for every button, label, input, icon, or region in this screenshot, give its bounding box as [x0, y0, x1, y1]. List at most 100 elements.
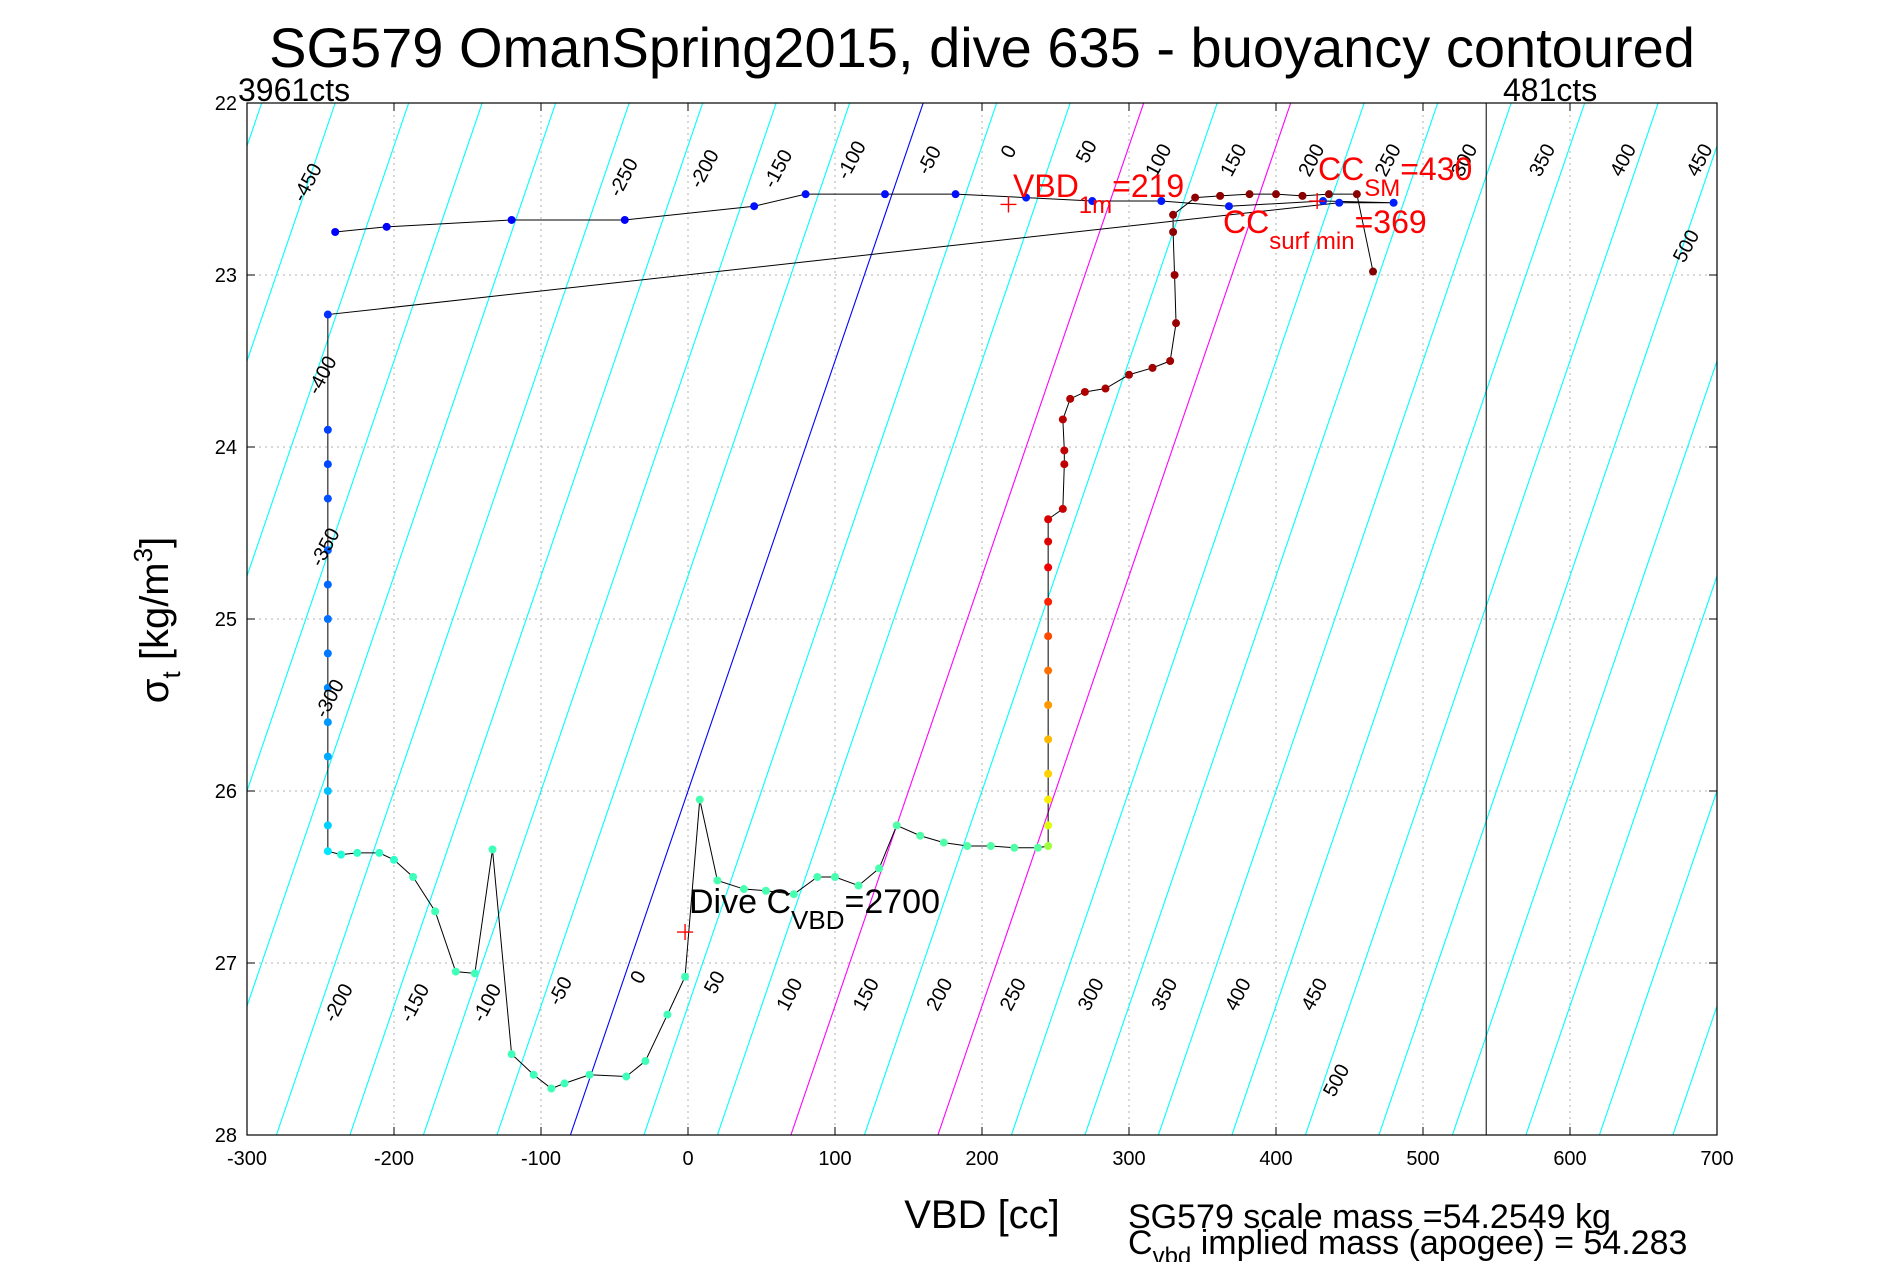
- vbd-1m-label: VBD: [1013, 168, 1079, 204]
- trajectory: [323, 190, 1398, 1093]
- trajectory-point: [1169, 228, 1178, 236]
- contour-line: [1231, 103, 1586, 1135]
- trajectory-point: [323, 649, 332, 658]
- markers: [677, 193, 1326, 941]
- trajectory-point: [323, 683, 332, 692]
- contour-line: [1451, 359, 1717, 1135]
- trajectory-point: [560, 1079, 569, 1088]
- x-tick-label: -100: [521, 1148, 561, 1170]
- trajectory-point: [1324, 190, 1333, 199]
- trajectory-point: [1369, 267, 1378, 276]
- cc-sm-sub: SM: [1364, 175, 1400, 202]
- trajectory-point: [1058, 415, 1067, 424]
- cc-surf-min-annotation: CCsurf min=369: [1223, 204, 1427, 255]
- trajectory-point: [1169, 210, 1178, 219]
- trajectory-point: [409, 873, 418, 881]
- contour-line: [937, 103, 1292, 1135]
- trajectory-point: [1044, 666, 1053, 675]
- trajectory-point: [1216, 191, 1225, 200]
- trajectory-point: [323, 787, 332, 795]
- trajectory-point: [323, 310, 332, 319]
- trajectory-point: [488, 845, 497, 854]
- trajectory-point: [323, 821, 332, 830]
- y-tick-label: 26: [215, 781, 237, 803]
- trajectory-point: [880, 190, 889, 199]
- plus-marker: [1309, 193, 1326, 210]
- trajectory-point: [1044, 842, 1053, 851]
- contour-line: [247, 103, 483, 793]
- contour-line: [349, 103, 704, 1135]
- trajectory-point: [1166, 357, 1175, 365]
- y-tick-label: 27: [215, 953, 237, 975]
- contour-line: [1378, 144, 1717, 1135]
- trajectory-point: [390, 855, 398, 864]
- trajectory-point: [1022, 193, 1031, 202]
- y-tick-label: 24: [215, 437, 237, 459]
- y-tick-label: 25: [215, 609, 237, 631]
- trajectory-point: [1066, 394, 1075, 403]
- trajectory-point: [916, 831, 925, 840]
- trajectory-point: [1088, 197, 1097, 206]
- trajectory-point: [1044, 735, 1053, 744]
- contour-line: [569, 103, 924, 1135]
- chart-title: SG579 OmanSpring2015, dive 635 - buoyanc…: [269, 16, 1695, 79]
- trajectory-point: [353, 848, 362, 857]
- trajectory-point: [663, 1010, 672, 1019]
- x-tick-label: 600: [1553, 1148, 1586, 1170]
- trajectory-point: [547, 1084, 556, 1093]
- footer-implied-text: implied mass (apogee) = 54.283: [1191, 1224, 1687, 1262]
- trajectory-point: [1044, 537, 1053, 546]
- x-tick-label: -300: [227, 1148, 267, 1170]
- y-axis-label-symbol: σ: [133, 678, 177, 703]
- contour-line: [275, 103, 630, 1135]
- trajectory-point: [1044, 597, 1053, 606]
- dive-cvbd-label: Dive C: [689, 883, 791, 921]
- cc-surf-min-sub: surf min: [1269, 228, 1354, 255]
- dive-cvbd-annotation: Dive CVBD=2700: [689, 883, 940, 935]
- trajectory-point: [375, 848, 384, 857]
- trajectory-point: [750, 202, 759, 211]
- y-axis-label-sub: t: [156, 671, 186, 679]
- trajectory-point: [323, 460, 332, 469]
- trajectory-point: [1044, 515, 1053, 524]
- contour-line: [422, 103, 777, 1135]
- trajectory-point: [382, 222, 391, 231]
- vbd-1m-annotation: VBD1m=219: [1013, 168, 1184, 219]
- trajectory-point: [789, 890, 798, 899]
- x-tick-label: 700: [1700, 1148, 1733, 1170]
- dive-cvbd-value: =2700: [845, 883, 941, 921]
- trajectory-point: [1224, 202, 1233, 211]
- grid: [247, 103, 1717, 1135]
- trajectory-point: [641, 1057, 650, 1066]
- contour-line: [1598, 789, 1717, 1135]
- trajectory-point: [1389, 198, 1398, 207]
- trajectory-point: [1044, 701, 1053, 709]
- trajectory-point: [1170, 271, 1179, 279]
- contour-line: [496, 103, 851, 1135]
- footer-scale-mass: SG579 scale mass =54.2549 kg: [1128, 1198, 1611, 1236]
- trajectory-point: [1298, 191, 1307, 200]
- trajectory-point: [507, 215, 516, 224]
- trajectory-point: [1125, 370, 1133, 379]
- trajectory-point: [323, 580, 332, 589]
- contour-line: [1010, 103, 1365, 1135]
- trajectory-point: [1044, 795, 1053, 804]
- contour-line: [247, 103, 336, 363]
- x-tick-label: 0: [682, 1148, 693, 1170]
- trajectory-point: [323, 546, 332, 555]
- x-tick-label: 200: [965, 1148, 998, 1170]
- plus-marker: [1000, 196, 1017, 213]
- trajectory-point: [1044, 632, 1053, 641]
- trajectory-point: [1044, 821, 1053, 830]
- trajectory-point: [622, 1072, 631, 1081]
- trajectory-point: [1157, 197, 1166, 206]
- trajectory-point: [1058, 504, 1067, 513]
- trajectory-point: [1033, 843, 1042, 852]
- corner-right-counts: 481cts: [1503, 72, 1597, 108]
- trajectory-point: [431, 907, 440, 916]
- trajectory-point: [585, 1070, 594, 1079]
- footer-implied-mass: Cvbd implied mass (apogee) = 54.283: [1128, 1224, 1687, 1262]
- trajectory-point: [831, 873, 839, 881]
- contour-line: [1525, 574, 1717, 1135]
